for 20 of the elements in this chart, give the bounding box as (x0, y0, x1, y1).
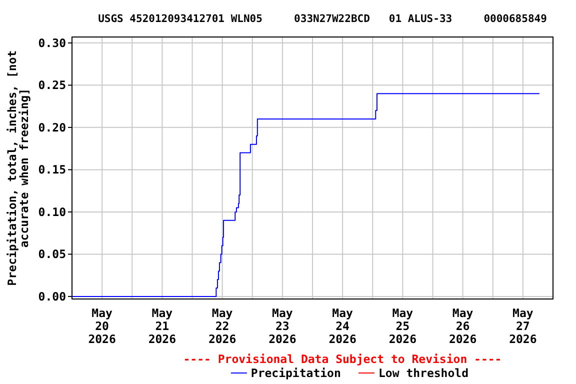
text: ---- Provisional Data Subject to Revision ---- (183, 352, 502, 366)
chart-title: USGS 452012093412701 WLN05 033N27W22BCD 01 ALUS-33 0000685849 (98, 13, 547, 25)
y-tick-label: 0.15 (38, 162, 66, 177)
y-tick-label: 0.30 (38, 36, 66, 50)
x-tick-label: May 20 2026 (88, 306, 116, 346)
y-tick-label: 0.00 (38, 289, 66, 304)
x-tick-label: May 23 2026 (268, 306, 296, 346)
x-tick-label: May 21 2026 (148, 306, 176, 346)
y-tick-label: 0.20 (38, 120, 66, 134)
x-tick-label: May 24 2026 (328, 306, 356, 346)
y-tick-label: 0.10 (38, 204, 66, 219)
y-tick-label: 0.25 (38, 78, 66, 92)
y-tick-label: 0.05 (38, 247, 66, 262)
x-tick-label: May 22 2026 (208, 306, 236, 346)
legend-label: Low threshold (378, 366, 469, 380)
y-axis-title: Precipitation, total, inches, [not accurate when freezing] (5, 50, 31, 286)
x-tick-label: May 25 2026 (388, 306, 417, 346)
x-tick-label: May 27 2026 (509, 306, 537, 346)
legend-label: Precipitation (250, 366, 341, 380)
x-tick-label: May 26 2026 (448, 306, 477, 346)
